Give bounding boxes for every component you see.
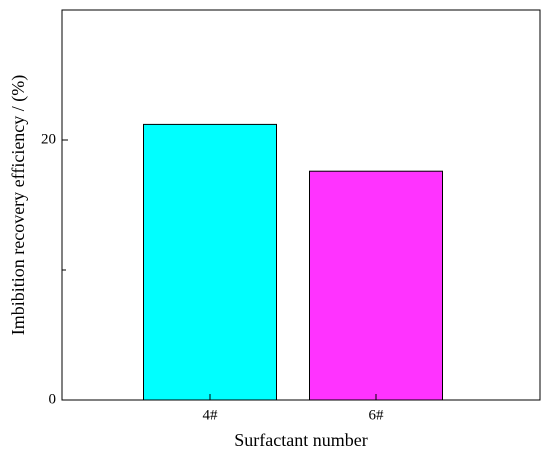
- plot-frame: [61, 9, 541, 401]
- x-tick-label: 4#: [203, 407, 219, 423]
- bar: [309, 170, 443, 401]
- y-tick-label: 20: [41, 131, 56, 147]
- y-axis-label: Imbibition recovery efficiency / (%): [8, 75, 29, 336]
- y-tick-label: 0: [49, 391, 57, 407]
- x-tick-label: 6#: [369, 407, 385, 423]
- x-axis-label: Surfactant number: [234, 430, 367, 450]
- bar: [143, 123, 277, 401]
